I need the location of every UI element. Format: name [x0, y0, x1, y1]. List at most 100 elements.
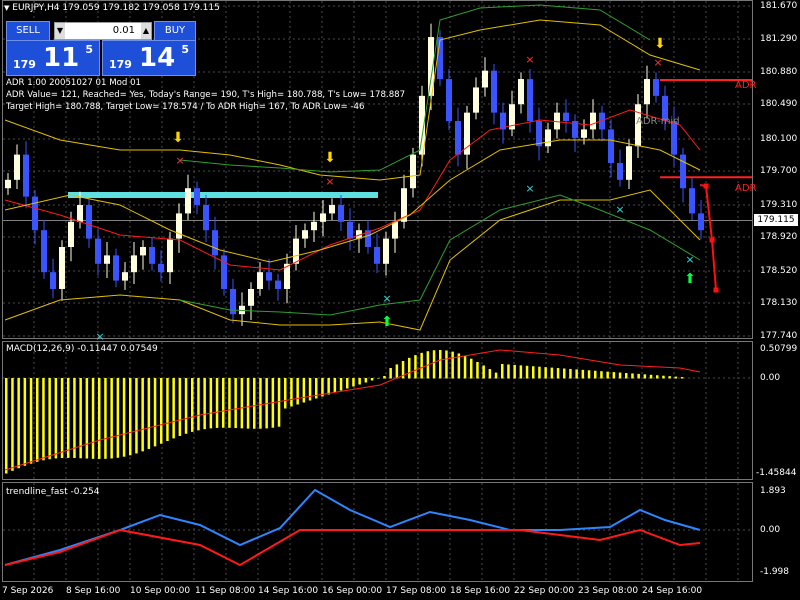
candle-body — [419, 95, 425, 155]
macd-bar — [79, 378, 82, 459]
lot-value[interactable]: 0.01 — [112, 25, 135, 36]
triangle-down-icon[interactable]: ▼ — [4, 4, 10, 12]
candle-body — [311, 221, 317, 231]
macd-bar — [116, 378, 120, 458]
price-tick-label: 178.520 — [760, 266, 798, 276]
price-tick-label: 181.290 — [760, 34, 798, 44]
candle-body — [212, 230, 218, 256]
candle-body — [392, 221, 398, 239]
cross-marker-icon: × — [685, 253, 694, 266]
lot-decrease-icon[interactable]: ▼ — [55, 23, 65, 39]
macd-bar — [618, 372, 622, 379]
macd-bar — [135, 378, 138, 454]
candle-body — [455, 121, 461, 155]
ask-price-button[interactable]: 179 14 5 — [102, 40, 196, 76]
macd-bar — [54, 378, 58, 459]
candle-body — [500, 112, 506, 130]
price-tick-label: 179.310 — [760, 200, 798, 210]
candle-body — [293, 238, 299, 264]
candle-body — [266, 272, 272, 281]
macd-bar — [389, 368, 392, 379]
macd-bar — [333, 378, 337, 393]
macd-bar — [147, 378, 151, 449]
macd-bar — [228, 378, 231, 428]
macd-bar — [315, 378, 318, 399]
macd-bar — [668, 376, 671, 379]
macd-bar — [352, 378, 355, 387]
macd-bar — [290, 378, 293, 407]
macd-bar — [104, 378, 107, 459]
candle-body — [473, 87, 479, 113]
band-lower-yellow — [4, 189, 701, 331]
macd-bar — [17, 378, 20, 469]
macd-bar — [253, 378, 256, 429]
candle-body — [68, 221, 74, 247]
macd-bar — [277, 378, 281, 427]
adr-projection-line — [699, 184, 717, 291]
candle-body — [239, 305, 245, 315]
macd-bar — [122, 378, 126, 457]
candle-body — [536, 121, 542, 147]
candle-body — [356, 230, 362, 239]
ma-red-line — [4, 109, 701, 271]
support-zone-rect — [68, 192, 378, 198]
macd-bar — [519, 365, 523, 379]
macd-bar — [674, 376, 678, 379]
price-tick-label: 181.670 — [760, 1, 798, 11]
candle-body — [140, 246, 146, 256]
macd-bar — [215, 378, 219, 428]
macd-bar — [649, 374, 653, 379]
time-tick-label: 10 Sep 00:00 — [130, 586, 191, 596]
candle-body — [383, 238, 389, 264]
lot-increase-icon[interactable]: ▲ — [141, 23, 151, 39]
projection-node — [709, 237, 715, 243]
bid-price-button[interactable]: 179 11 5 — [6, 40, 100, 76]
adr-mid-label: ADR-mid — [636, 116, 680, 127]
adr-high-label: ADR — [735, 80, 757, 91]
macd-bar — [197, 378, 200, 431]
macd-bar — [364, 378, 368, 383]
band-lower-green — [179, 194, 701, 316]
sell-button[interactable]: SELL — [6, 21, 50, 41]
sell-signal-arrow-icon: ⬇ — [172, 130, 184, 146]
macd-bar — [408, 357, 411, 379]
time-tick-label: 24 Sep 16:00 — [642, 586, 703, 596]
candle-body — [545, 129, 551, 147]
candle-body — [203, 205, 209, 231]
candle-body — [410, 154, 416, 189]
macd-bar — [129, 378, 132, 456]
candle-body — [617, 163, 623, 180]
macd-bar — [110, 378, 113, 459]
candle-body — [284, 263, 290, 289]
price-tick-label: 177.740 — [760, 331, 798, 341]
cross-marker-icon: × — [325, 175, 334, 188]
cross-marker-icon: × — [525, 182, 534, 195]
macd-bar — [680, 377, 684, 379]
candle-body — [14, 154, 20, 180]
macd-bar — [259, 378, 262, 429]
candle-body — [77, 205, 83, 222]
adr-info-line3: Target High= 180.788, Target Low= 178.57… — [6, 102, 365, 112]
candle-body — [248, 288, 254, 306]
macd-bar — [643, 374, 647, 379]
trend-title: trendline_fast -0.254 — [6, 487, 100, 497]
candle-body — [401, 188, 407, 222]
buy-button[interactable]: BUY — [154, 21, 196, 41]
macd-bar — [321, 378, 324, 397]
time-tick-label: 14 Sep 16:00 — [258, 586, 319, 596]
macd-bar — [525, 365, 529, 379]
candle-body — [113, 255, 119, 281]
macd-bar — [60, 378, 64, 459]
macd-bar — [383, 376, 386, 379]
candle-body — [329, 205, 335, 214]
projection-node — [713, 287, 719, 293]
macd-bar — [501, 364, 504, 379]
trend-axis-zero: 0.00 — [760, 525, 781, 535]
macd-bar — [308, 378, 312, 401]
macd-bar — [153, 378, 157, 447]
macd-bar — [420, 352, 423, 379]
candle-body — [95, 238, 101, 264]
macd-bar — [234, 378, 237, 429]
lot-size-field[interactable]: ▼ 0.01 ▲ — [54, 22, 152, 40]
